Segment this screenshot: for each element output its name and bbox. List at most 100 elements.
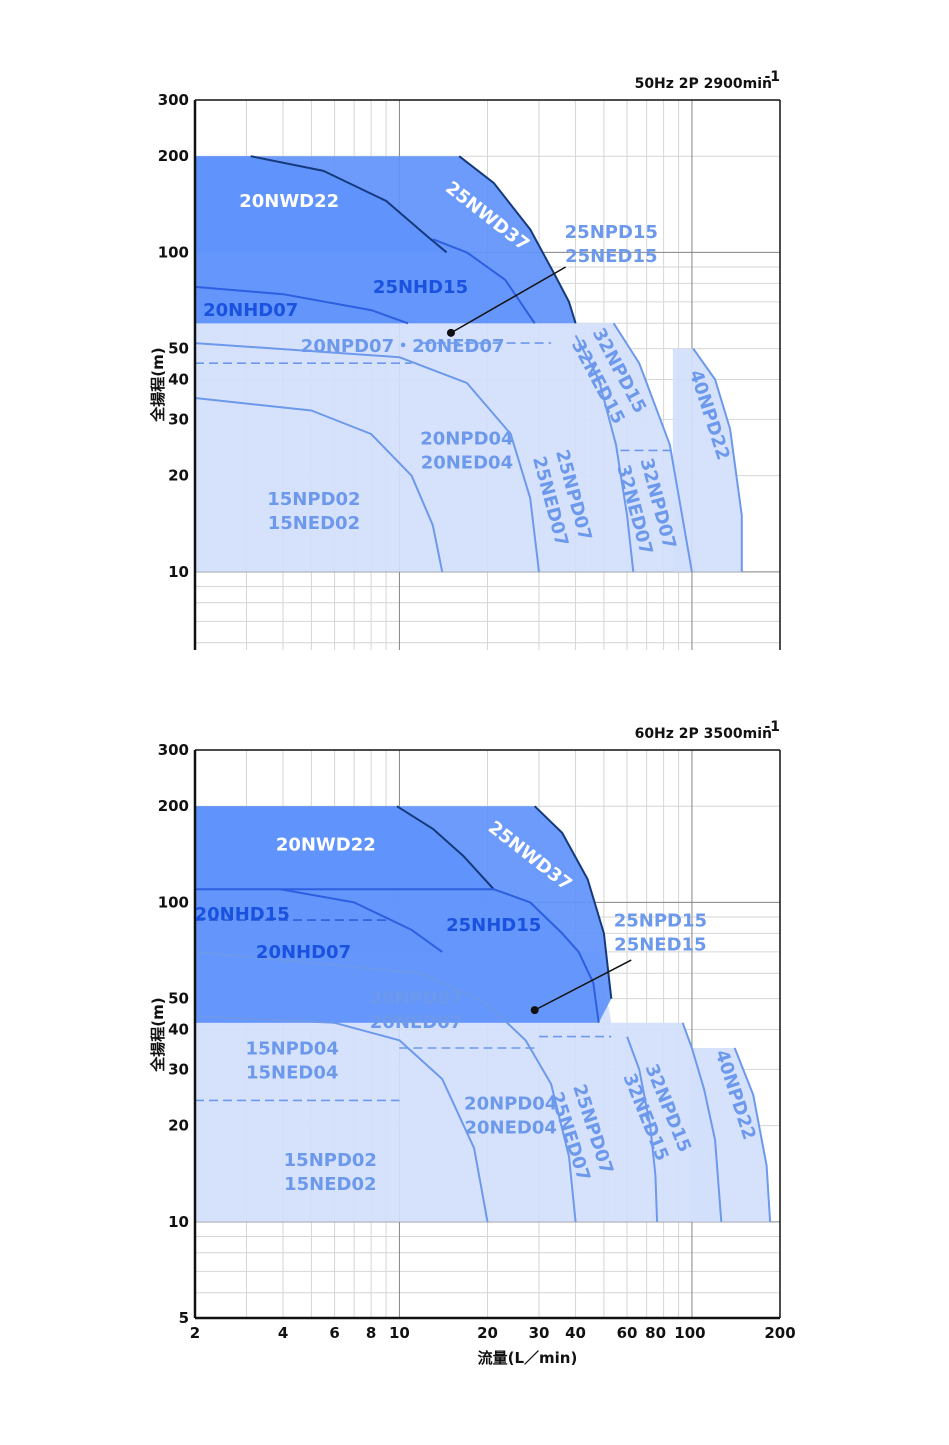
top-curve-2: [432, 238, 536, 324]
top-ytick-label: 100: [158, 243, 189, 261]
bottom-curve-0: [534, 805, 613, 999]
top-condition-sup: -1: [764, 69, 780, 85]
bottom-label-text: 15NPD02: [284, 1150, 377, 1171]
top-region-32npd15-32ned15: [587, 323, 692, 572]
bottom-label-20nhd15: 20NHD15: [195, 904, 290, 925]
top-curve-6: [574, 334, 635, 572]
top-label-15npd02-15ned02: 15NPD02 15NED02: [267, 489, 360, 534]
bottom-curve-2: [195, 888, 600, 1023]
bottom-condition: 60Hz 2P 3500min: [635, 726, 772, 742]
top-label-text: 20NPD07・20NED07: [301, 336, 505, 357]
chart-60hz: 25NWD3720NWD2225NHD1520NHD0720NHD1540NPD…: [149, 719, 796, 1367]
bottom-label-text: 20NHD07: [256, 942, 351, 963]
top-label-text: 15NPD02: [267, 489, 360, 510]
top-callout-line2: 25NED15: [565, 246, 657, 267]
bottom-xtick-label: 10: [389, 1324, 410, 1342]
top-label-text: 20NPD04: [420, 428, 513, 449]
top-label-20nwd22: 20NWD22: [239, 191, 339, 212]
bottom-label-text: 15NPD04: [246, 1039, 339, 1060]
bottom-ytick-label: 200: [158, 797, 189, 815]
top-curve-3: [194, 285, 409, 325]
top-label-20npd04-20ned04: 20NPD04 20NED04: [420, 428, 513, 473]
bottom-label-25nhd15: 25NHD15: [446, 915, 541, 936]
bottom-ytick-label: 10: [168, 1213, 189, 1231]
top-region-40npd22: [672, 348, 742, 572]
top-curve-1: [250, 155, 448, 254]
bottom-label-text: 20NHD15: [195, 904, 290, 925]
bottom-curve-6: [626, 1036, 659, 1222]
bottom-callout-line2: 25NED15: [614, 935, 706, 956]
bottom-curve-5: [681, 1022, 723, 1222]
top-curve-8: [194, 397, 444, 572]
bottom-xtick-label: 40: [565, 1324, 586, 1342]
top-label-text: 20NWD22: [239, 191, 339, 212]
top-ytick-label: 50: [168, 340, 189, 358]
bottom-label-text: 20NED04: [464, 1118, 556, 1139]
bottom-ytick-label: 20: [168, 1117, 189, 1135]
top-y-axis-label: 全揚程(m): [149, 347, 167, 422]
top-curve-5: [612, 322, 693, 572]
top-label-text: 20NED04: [421, 452, 513, 473]
bottom-curve-4: [733, 1047, 772, 1222]
top-ytick-label: 10: [168, 563, 189, 581]
bottom-ytick-label: 50: [168, 990, 189, 1008]
bottom-xtick-label: 60: [617, 1324, 638, 1342]
bottom-callout-line1: 25NPD15: [614, 911, 707, 932]
top-curve-4: [692, 348, 743, 572]
bottom-label-text: 20NPD04: [464, 1094, 557, 1115]
bottom-label-20nwd22: 20NWD22: [276, 834, 376, 855]
top-ytick-label: 40: [168, 371, 189, 389]
top-leader-dot: [446, 328, 455, 337]
top-label-text: 25NHD15: [373, 277, 468, 298]
bottom-ytick-label: 100: [158, 893, 189, 911]
bottom-xtick-label: 6: [329, 1324, 339, 1342]
bottom-label-text: 20NPD07: [369, 988, 462, 1009]
bottom-xtick-label: 30: [529, 1324, 550, 1342]
top-leader-line: [450, 266, 567, 334]
top-ytick-label: 300: [158, 91, 189, 109]
bottom-label-20npd04-20ned04: 20NPD04 20NED04: [464, 1094, 557, 1139]
bottom-xtick-label: 2: [190, 1324, 200, 1342]
top-region-25nwd37: [195, 156, 576, 324]
top-callout-line1: 25NPD15: [565, 222, 658, 243]
top-label-20nhd07: 20NHD07: [203, 300, 298, 321]
top-label-20npd07-20ned07: 20NPD07・20NED07: [301, 336, 505, 357]
top-curve-0: [458, 155, 577, 324]
bottom-ytick-label: 5: [179, 1309, 189, 1327]
top-region-20npd07-20ned07: [195, 323, 588, 572]
bottom-y-axis-label: 全揚程(m): [149, 997, 167, 1072]
bottom-label-text: 15NED02: [284, 1174, 376, 1195]
bottom-ytick-label: 300: [158, 741, 189, 759]
top-label-25nhd15: 25NHD15: [373, 277, 468, 298]
top-curve-7: [194, 342, 540, 572]
bottom-region-25nwd37: [195, 806, 612, 1023]
bottom-curve-8: [194, 1015, 489, 1222]
chart-50hz: 25NWD3720NWD2225NHD1520NHD0740NPD2232NPD…: [149, 69, 781, 650]
top-ytick-label: 30: [168, 410, 189, 428]
top-ytick-label: 200: [158, 147, 189, 165]
bottom-curve-3: [279, 888, 443, 953]
bottom-xtick-label: 80: [645, 1324, 666, 1342]
bottom-ytick-label: 40: [168, 1021, 189, 1039]
bottom-label-text: 20NWD22: [276, 834, 376, 855]
bottom-xtick-label: 8: [366, 1324, 376, 1342]
bottom-ytick-label: 30: [168, 1060, 189, 1078]
bottom-leader-dot: [530, 1006, 539, 1015]
top-label-text: 20NHD07: [203, 300, 298, 321]
top-label-text: 15NED02: [268, 513, 360, 534]
bottom-xtick-label: 20: [477, 1324, 498, 1342]
bottom-curve-7: [194, 950, 577, 1222]
bottom-label-text: 20NED07: [370, 1012, 462, 1033]
bottom-xtick-label: 4: [278, 1324, 288, 1342]
bottom-region-40npd22: [691, 1048, 771, 1222]
bottom-curve-1: [396, 805, 495, 890]
bottom-xtick-label: 100: [674, 1324, 705, 1342]
bottom-xtick-label: 200: [764, 1324, 795, 1342]
bottom-label-20nhd07: 20NHD07: [256, 942, 351, 963]
bottom-leader-line: [534, 959, 632, 1011]
top-condition: 50Hz 2P 2900min: [635, 76, 772, 92]
bottom-label-text: 15NED04: [246, 1063, 338, 1084]
bottom-condition-sup: -1: [764, 719, 780, 735]
bottom-label-15npd02-15ned02: 15NPD02 15NED02: [284, 1150, 377, 1195]
bottom-x-axis-label: 流量(L／min): [478, 1349, 578, 1367]
